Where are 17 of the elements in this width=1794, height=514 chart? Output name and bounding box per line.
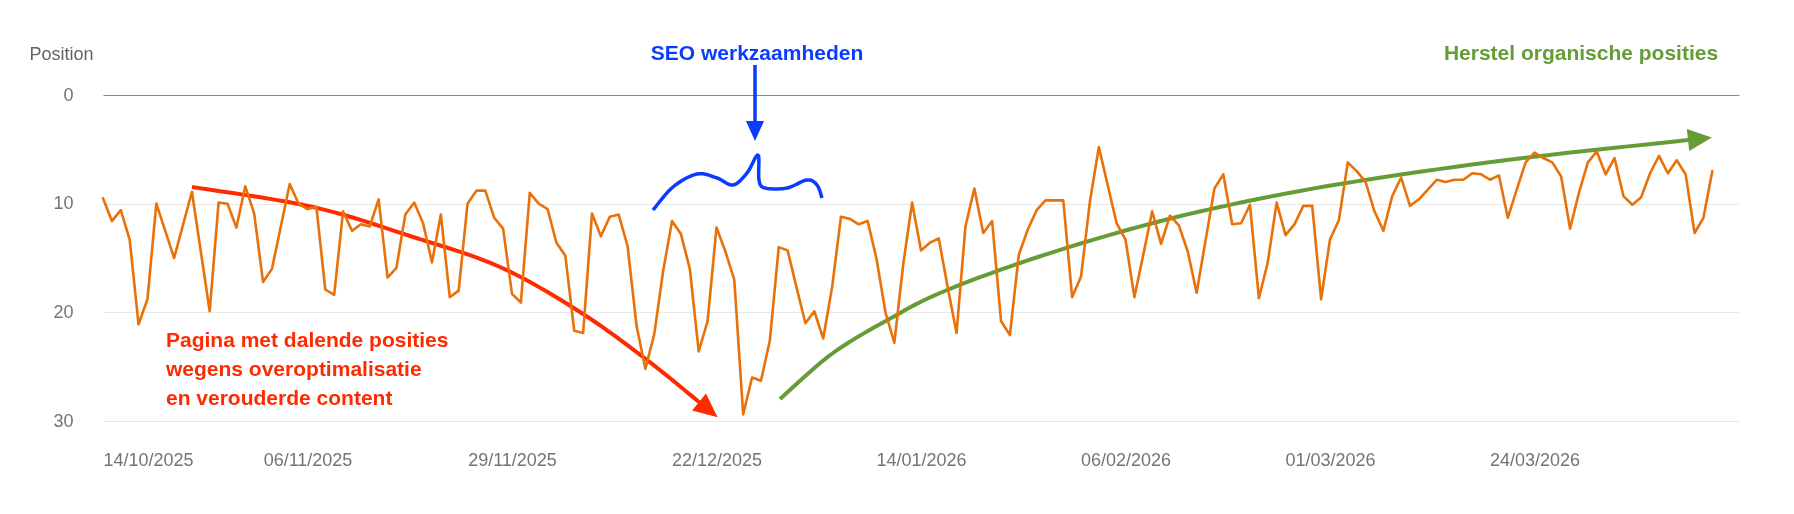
line-series bbox=[101, 145, 1714, 416]
x-tick-label: 01/03/2026 bbox=[1285, 449, 1376, 470]
y-tick-label: 30 bbox=[53, 410, 74, 431]
x-tick-label: 06/11/2025 bbox=[263, 449, 353, 470]
x-tick-label: 06/02/2026 bbox=[1080, 449, 1172, 470]
text: Herstel organische posities bbox=[1443, 41, 1719, 64]
text: SEO werkzaamheden bbox=[650, 41, 864, 64]
y-tick-label: 10 bbox=[53, 193, 74, 214]
x-tick-label: 14/01/2026 bbox=[876, 449, 967, 470]
x-tick-label: 22/12/2025 bbox=[671, 449, 763, 470]
x-tick-label: 24/03/2026 bbox=[1489, 449, 1581, 470]
x-tick-label: 14/10/2025 bbox=[103, 449, 194, 470]
y-axis-title: Position bbox=[29, 43, 94, 64]
y-tick-label: 20 bbox=[53, 301, 74, 322]
y-tick-label: 0 bbox=[63, 84, 74, 105]
annotation: Pagina met dalende posities wegens overoptimalisatie en verouderde content bbox=[165, 328, 449, 409]
x-tick-label: 29/11/2025 bbox=[468, 449, 557, 470]
